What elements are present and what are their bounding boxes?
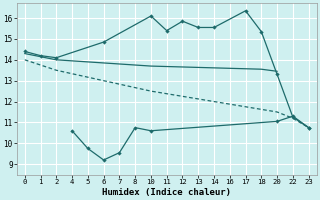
X-axis label: Humidex (Indice chaleur): Humidex (Indice chaleur)	[102, 188, 231, 197]
